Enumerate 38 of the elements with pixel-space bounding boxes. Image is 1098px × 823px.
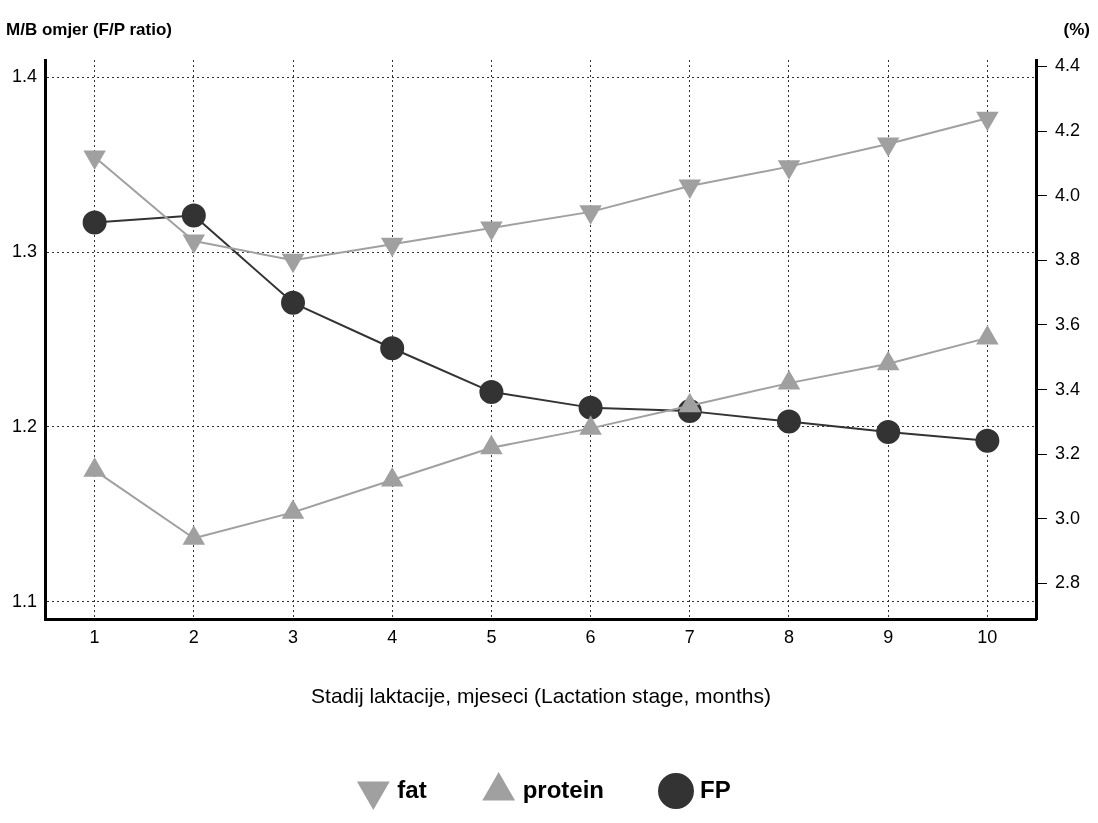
x-tick-label: 8 [783, 626, 794, 647]
x-tick-label: 5 [486, 626, 497, 647]
x-tick-label: 3 [288, 626, 299, 647]
point [181, 203, 206, 228]
y2-tick-label: 3.2 [1054, 443, 1081, 464]
y-tick-label: 1.1 [11, 590, 38, 611]
y-tick-label: 1.3 [11, 241, 38, 262]
y2-tick-label: 4.2 [1054, 120, 1081, 141]
y2-tick-label: 2.8 [1054, 572, 1081, 593]
y-tick-label: 1.2 [11, 415, 38, 436]
x-tick-label: 9 [883, 626, 894, 647]
x-axis-title: Stadij laktacije, mjeseci (Lactation stage, months) [311, 683, 771, 707]
x-tick-label: 1 [89, 626, 100, 647]
y2-tick-label: 4.0 [1054, 184, 1081, 205]
x-tick-label: 6 [585, 626, 596, 647]
y2-tick-label: 3.4 [1054, 378, 1081, 399]
y2-tick-label: 3.6 [1054, 313, 1081, 334]
y2-tick-label: 3.8 [1054, 249, 1081, 270]
legend-label: fat [397, 775, 427, 803]
y2-tick-label: 4.4 [1054, 55, 1081, 76]
y2-tick-label: 3.0 [1054, 507, 1081, 528]
x-tick-label: 10 [977, 626, 998, 647]
point [281, 290, 306, 315]
x-tick-label: 2 [188, 626, 199, 647]
legend-label: FP [700, 775, 731, 803]
y-axis-title: M/B omjer (F/P ratio) [6, 19, 172, 39]
point [776, 409, 801, 434]
y-tick-label: 1.4 [11, 66, 38, 87]
point [975, 428, 1000, 453]
point [380, 336, 405, 361]
x-tick-label: 7 [684, 626, 695, 647]
point [578, 395, 603, 420]
legend-label: protein [522, 775, 604, 803]
point [876, 420, 901, 445]
point [479, 379, 504, 404]
x-tick-label: 4 [387, 626, 398, 647]
y2-axis-title: (%) [1063, 19, 1090, 39]
point [82, 210, 107, 235]
